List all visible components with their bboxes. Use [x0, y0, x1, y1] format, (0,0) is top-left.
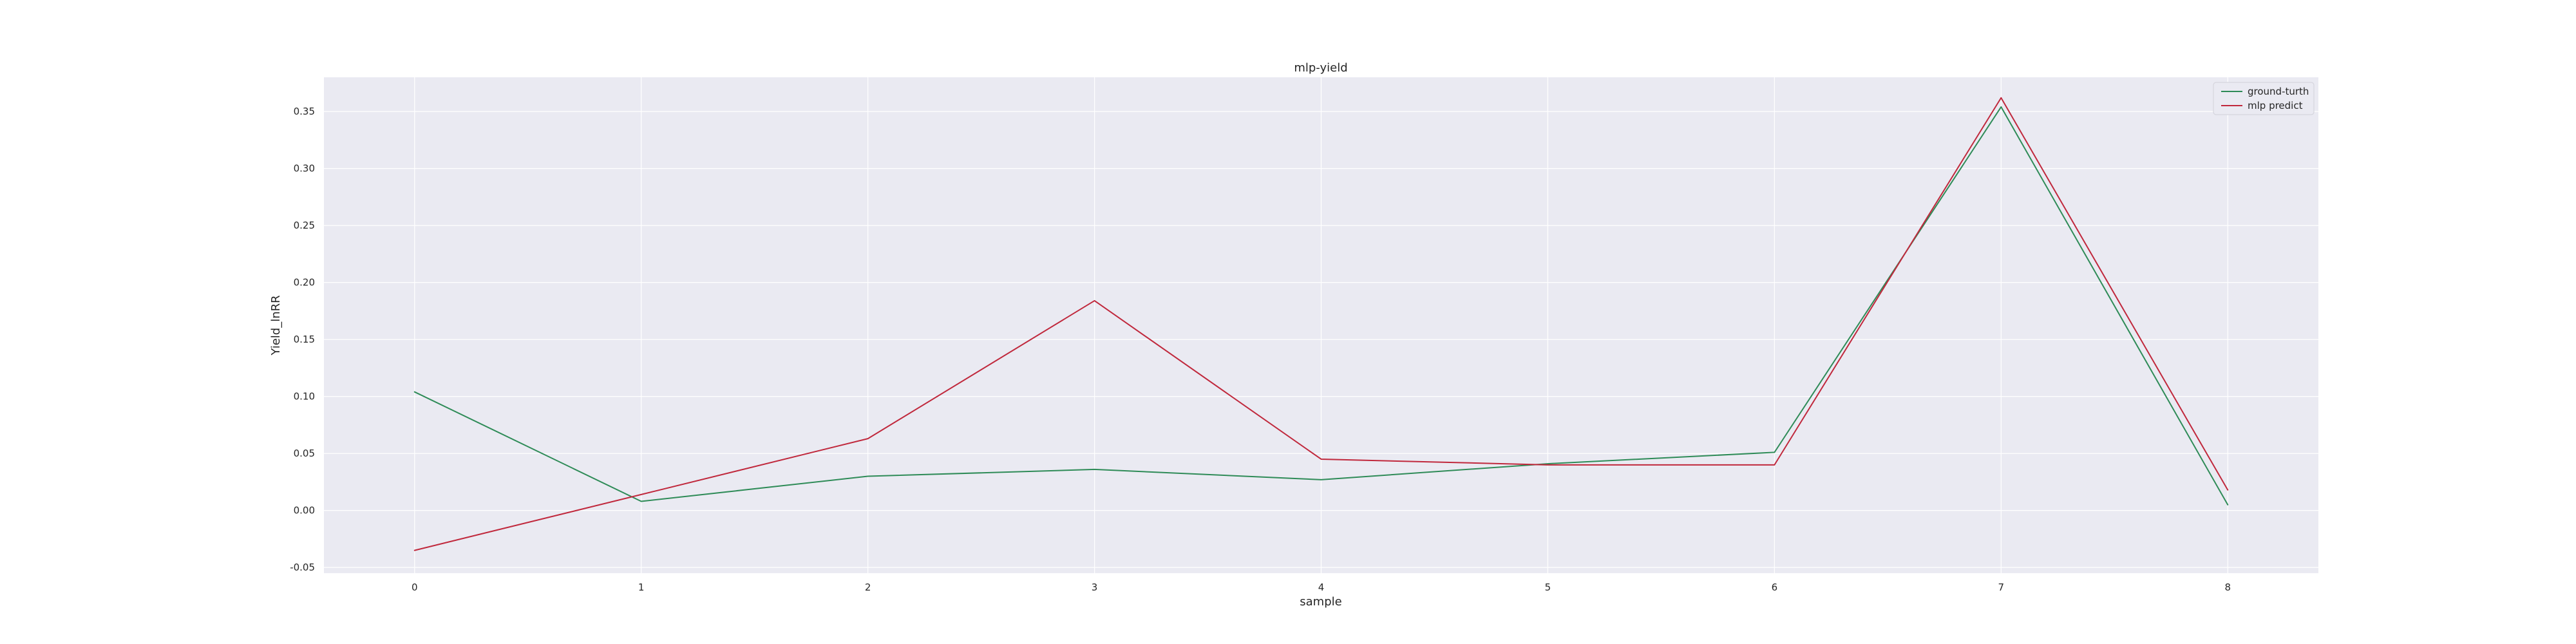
x-tick-label: 3 [1092, 582, 1098, 593]
legend-box [2213, 82, 2315, 115]
series-lines [413, 97, 2229, 551]
y-tick-label: 0.35 [294, 106, 315, 117]
grid [324, 77, 2318, 573]
y-tick-label: 0.20 [294, 277, 315, 289]
legend-label-mlp-predict: mlp predict [2248, 100, 2303, 111]
x-axis-label: sample [1300, 595, 1341, 609]
x-tick-label: 5 [1545, 582, 1551, 593]
y-tick-label: 0.00 [294, 505, 315, 516]
y-tick-label: 0.15 [294, 334, 315, 345]
x-tick-label: 6 [1772, 582, 1778, 593]
x-tick-label: 7 [1998, 582, 2005, 593]
x-tick-label: 2 [865, 582, 871, 593]
y-tick-label: 0.25 [294, 220, 315, 231]
chart-title: mlp-yield [1294, 61, 1347, 75]
legend: ground-turth mlp predict [2213, 82, 2315, 115]
x-tick-label: 4 [1318, 582, 1325, 593]
y-tick-label: 0.05 [294, 448, 315, 459]
x-tick-label: 1 [638, 582, 645, 593]
y-axis-label: Yield_lnRR [269, 295, 283, 355]
y-axis-ticks: -0.05 0.00 0.05 0.10 0.15 0.20 0.25 0.30 0.35 [290, 106, 315, 573]
x-tick-label: 8 [2224, 582, 2231, 593]
y-tick-label: 0.30 [294, 163, 315, 175]
series-line-ground-turth [413, 106, 2229, 506]
legend-label-ground-turth: ground-turth [2248, 86, 2309, 97]
x-tick-label: 0 [412, 582, 418, 593]
series-line-mlp-predict [413, 97, 2229, 551]
y-tick-label: -0.05 [290, 562, 315, 573]
x-axis-ticks: 0 1 2 3 4 5 6 7 8 [412, 582, 2231, 593]
y-tick-label: 0.10 [294, 391, 315, 402]
